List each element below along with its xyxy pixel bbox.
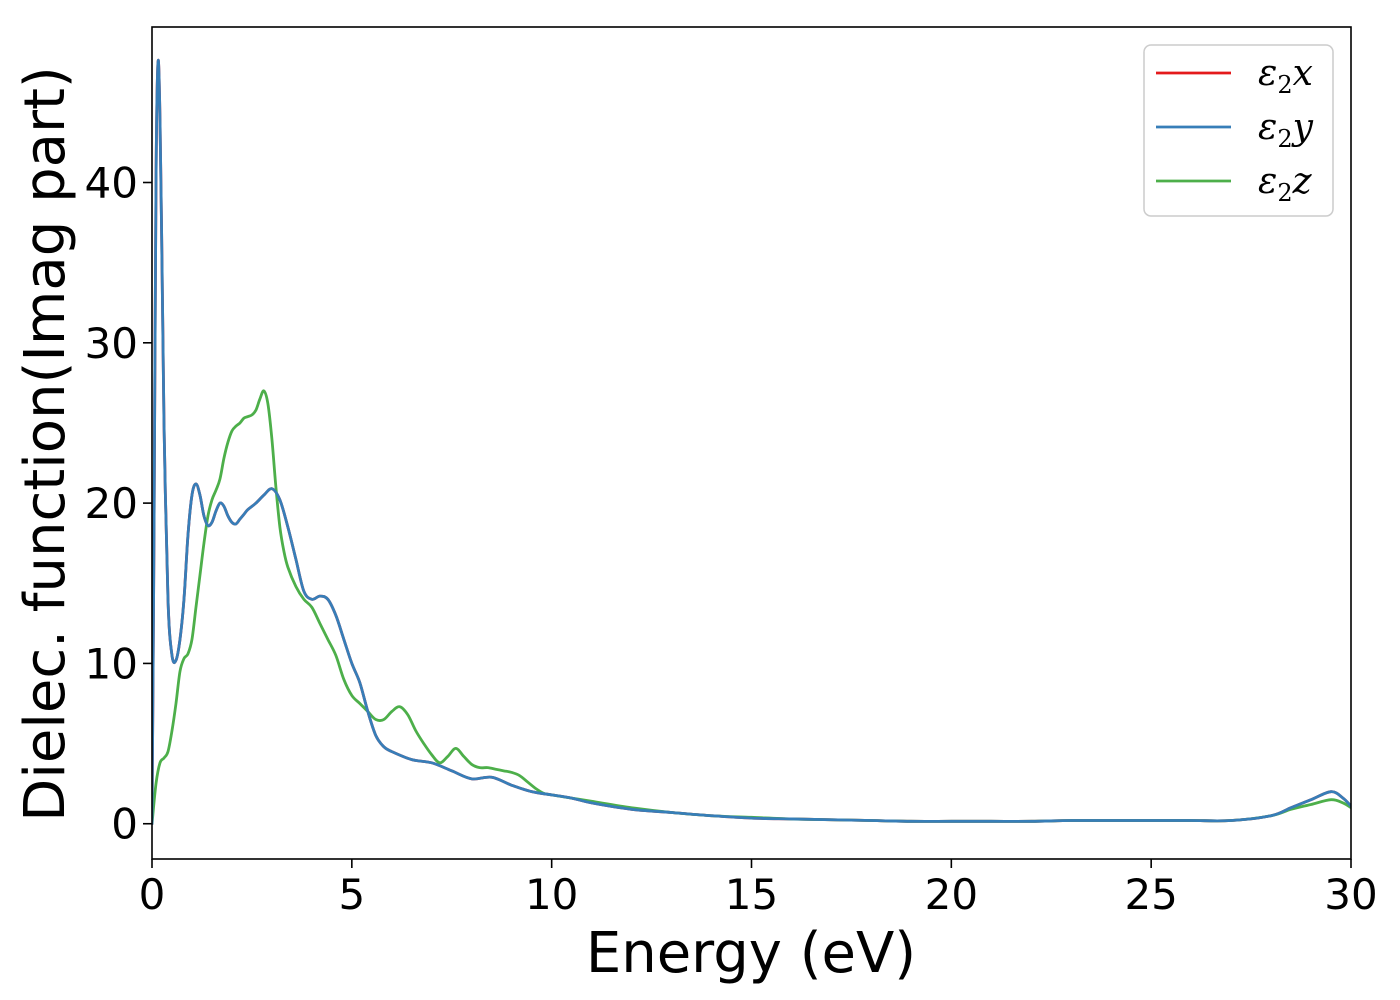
y-axis: 0 10 20 30 40 — [85, 158, 152, 849]
x-tick-label: 25 — [1124, 870, 1177, 919]
x-tick-label: 0 — [139, 870, 166, 919]
x-tick-label: 5 — [338, 870, 365, 919]
legend-box — [1143, 44, 1334, 217]
y-tick-label: 40 — [85, 158, 138, 207]
legend: ε2x ε2y ε2z — [1143, 44, 1334, 217]
x-tick-label: 20 — [925, 870, 978, 919]
x-tick-label: 15 — [725, 870, 778, 919]
legend-label-x: ε2x — [1258, 53, 1313, 99]
y-tick-label: 10 — [85, 639, 138, 688]
series-layer — [152, 58, 1351, 826]
y-tick-label: 20 — [85, 479, 138, 528]
x-tick-label: 10 — [525, 870, 578, 919]
x-tick-label: 30 — [1324, 870, 1377, 919]
legend-label-z: ε2z — [1258, 161, 1313, 207]
legend-label-y: ε2y — [1258, 107, 1314, 153]
y-tick-label: 0 — [111, 800, 138, 849]
x-axis-label: Energy (eV) — [586, 921, 916, 986]
y-tick-label: 30 — [85, 319, 138, 368]
series-line-y — [152, 58, 1351, 826]
x-axis: 0 5 10 15 20 25 30 — [139, 859, 1378, 919]
y-axis-label: Dielec. function(Imag part) — [13, 66, 78, 822]
